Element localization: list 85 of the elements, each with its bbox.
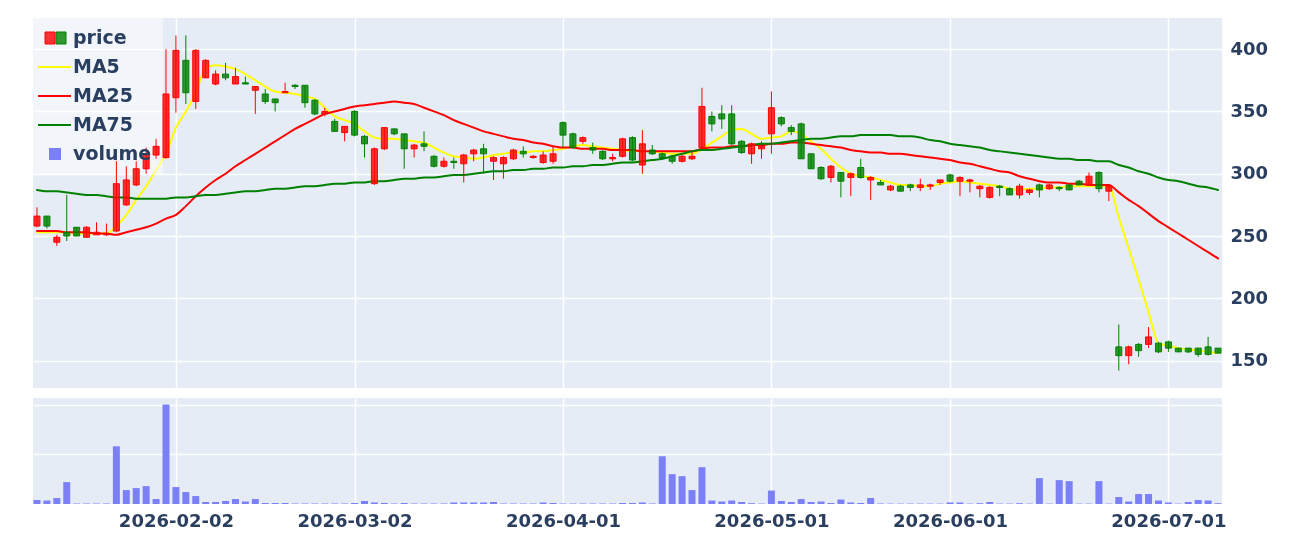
bar bbox=[63, 482, 71, 504]
bar bbox=[192, 496, 200, 504]
legend-label: price bbox=[73, 26, 127, 48]
candlestick bbox=[301, 84, 309, 109]
candlestick bbox=[281, 82, 289, 94]
bar bbox=[797, 499, 805, 504]
candlestick bbox=[718, 104, 726, 130]
y-tick-label: 200 bbox=[1230, 286, 1269, 308]
y-tick-label: 350 bbox=[1230, 99, 1269, 121]
bar bbox=[182, 492, 190, 504]
bar bbox=[777, 501, 785, 504]
candlestick bbox=[132, 160, 140, 187]
bar bbox=[122, 490, 130, 504]
candlestick bbox=[1105, 184, 1113, 202]
x-tick-label: 2026-06-01 bbox=[892, 509, 1009, 531]
candlestick bbox=[867, 175, 875, 201]
candlestick bbox=[559, 120, 567, 149]
bar bbox=[688, 490, 696, 504]
bar bbox=[1095, 481, 1103, 504]
bar bbox=[172, 487, 180, 504]
candlestick bbox=[420, 130, 428, 152]
x-tick-label: 2026-07-01 bbox=[1111, 509, 1227, 531]
candlestick bbox=[410, 143, 418, 159]
candlestick bbox=[152, 138, 160, 160]
bar bbox=[222, 501, 230, 504]
bar bbox=[668, 474, 676, 504]
bar bbox=[678, 476, 686, 504]
x-tick-label: 2026-04-01 bbox=[505, 509, 622, 531]
legend-label: MA25 bbox=[73, 84, 134, 106]
candlestick bbox=[490, 155, 498, 181]
x-tick-label: 2026-02-02 bbox=[118, 509, 234, 531]
candlestick bbox=[1204, 336, 1212, 357]
y-tick-label: 250 bbox=[1230, 224, 1269, 246]
y-tick-label: 150 bbox=[1230, 349, 1269, 371]
candlestick bbox=[291, 83, 299, 90]
candlestick bbox=[251, 86, 259, 115]
bar bbox=[1194, 500, 1202, 504]
candlestick bbox=[1095, 170, 1103, 193]
legend-label: MA75 bbox=[73, 113, 134, 135]
candlestick bbox=[956, 175, 964, 197]
bar bbox=[1035, 478, 1043, 504]
candlestick bbox=[688, 150, 696, 161]
bar bbox=[360, 501, 368, 504]
candlestick bbox=[966, 178, 974, 193]
bar bbox=[1055, 480, 1063, 504]
candlestick bbox=[460, 153, 468, 183]
x-tick-label: 2026-05-01 bbox=[714, 509, 830, 531]
bar bbox=[698, 467, 706, 504]
bar bbox=[132, 488, 140, 504]
candlestick bbox=[708, 110, 716, 132]
candlestick bbox=[1145, 326, 1153, 349]
candlestick bbox=[380, 127, 388, 151]
candlestick bbox=[638, 129, 646, 175]
bar bbox=[251, 499, 259, 504]
bar bbox=[1065, 481, 1073, 504]
bar bbox=[162, 404, 170, 504]
bar bbox=[1145, 494, 1153, 504]
candlestick bbox=[847, 171, 855, 197]
bar bbox=[152, 499, 160, 504]
y-tick-label: 400 bbox=[1230, 37, 1269, 59]
candlestick bbox=[549, 145, 557, 165]
candlestick bbox=[351, 109, 359, 137]
candlestick bbox=[202, 58, 210, 79]
bar bbox=[33, 500, 41, 504]
candlestick bbox=[400, 133, 408, 170]
bar bbox=[658, 456, 666, 504]
legend-label: MA5 bbox=[73, 55, 120, 77]
candlestick bbox=[360, 134, 368, 159]
candlestick bbox=[1115, 323, 1123, 372]
candlestick bbox=[63, 194, 71, 242]
bar bbox=[837, 499, 845, 504]
bar bbox=[1115, 497, 1123, 504]
bar bbox=[112, 446, 120, 504]
x-tick-label: 2026-03-02 bbox=[297, 509, 413, 531]
candlestick bbox=[480, 143, 488, 175]
y-tick-label: 300 bbox=[1230, 162, 1269, 184]
candlestick bbox=[857, 158, 865, 180]
bar bbox=[867, 498, 875, 504]
bar bbox=[767, 490, 775, 504]
candlestick bbox=[837, 171, 845, 198]
candlestick bbox=[499, 155, 507, 180]
bar bbox=[53, 498, 61, 504]
bar bbox=[1135, 494, 1143, 504]
bar bbox=[142, 486, 150, 504]
bar bbox=[231, 499, 239, 504]
